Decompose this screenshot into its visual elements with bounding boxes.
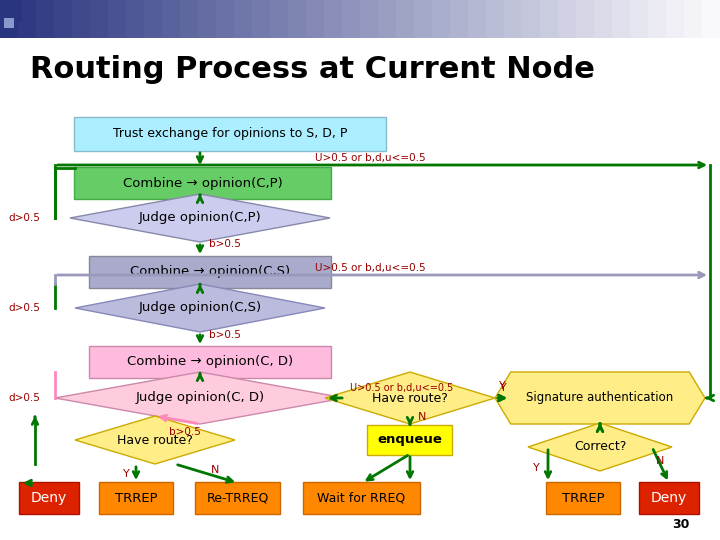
Bar [36, 0, 54, 38]
Polygon shape [325, 372, 495, 424]
Text: N: N [418, 412, 426, 422]
Text: Combine → opinion(C, D): Combine → opinion(C, D) [127, 355, 293, 368]
FancyBboxPatch shape [546, 482, 620, 514]
Bar [252, 0, 270, 38]
FancyBboxPatch shape [74, 167, 331, 199]
FancyBboxPatch shape [89, 256, 331, 288]
Text: Y: Y [500, 383, 506, 393]
FancyBboxPatch shape [74, 117, 386, 151]
Text: TRREP: TRREP [114, 491, 157, 504]
Bar [72, 0, 90, 38]
Text: U>0.5 or b,d,u<=0.5: U>0.5 or b,d,u<=0.5 [315, 153, 426, 163]
Bar [4, 18, 14, 28]
Bar [558, 0, 576, 38]
Bar [216, 0, 234, 38]
Text: Re-TRREQ: Re-TRREQ [207, 491, 269, 504]
Bar [324, 0, 342, 38]
Text: d>0.5: d>0.5 [8, 393, 40, 403]
Polygon shape [528, 423, 672, 471]
Text: Deny: Deny [31, 491, 67, 505]
Text: Combine → opinion(C,S): Combine → opinion(C,S) [130, 266, 290, 279]
Bar [684, 0, 702, 38]
Polygon shape [75, 416, 235, 464]
Text: N: N [211, 465, 219, 475]
Bar [396, 0, 414, 38]
Bar [594, 0, 612, 38]
Bar [648, 0, 666, 38]
Text: Judge opinion(C, D): Judge opinion(C, D) [135, 392, 264, 404]
Text: Judge opinion(C,S): Judge opinion(C,S) [138, 301, 261, 314]
Bar [612, 0, 630, 38]
Bar [540, 0, 558, 38]
Bar [90, 0, 108, 38]
Bar [702, 0, 720, 38]
Text: enqueue: enqueue [377, 434, 442, 447]
FancyBboxPatch shape [367, 425, 452, 455]
Bar [144, 0, 162, 38]
Text: TRREP: TRREP [562, 491, 604, 504]
Bar [630, 0, 648, 38]
Text: N: N [656, 456, 664, 466]
Bar [432, 0, 450, 38]
Text: U>0.5 or b,d,u<=0.5: U>0.5 or b,d,u<=0.5 [315, 263, 426, 273]
Text: Y: Y [499, 381, 505, 391]
Bar [18, 0, 36, 38]
Bar [270, 0, 288, 38]
Bar [666, 0, 684, 38]
Bar [108, 0, 126, 38]
FancyBboxPatch shape [303, 482, 420, 514]
Bar [576, 0, 594, 38]
Bar [450, 0, 468, 38]
FancyBboxPatch shape [639, 482, 699, 514]
Polygon shape [70, 194, 330, 242]
Text: d>0.5: d>0.5 [8, 303, 40, 313]
Text: Deny: Deny [651, 491, 687, 505]
Bar [522, 0, 540, 38]
FancyBboxPatch shape [99, 482, 173, 514]
Bar [0, 0, 22, 22]
Text: Combine → opinion(C,P): Combine → opinion(C,P) [122, 177, 282, 190]
Text: Have route?: Have route? [372, 392, 448, 404]
Bar [288, 0, 306, 38]
Bar [126, 0, 144, 38]
Bar [414, 0, 432, 38]
Text: b>0.5: b>0.5 [169, 427, 201, 437]
Bar [378, 0, 396, 38]
Text: b>0.5: b>0.5 [209, 330, 241, 340]
Text: Y: Y [533, 463, 539, 473]
Text: Wait for RREQ: Wait for RREQ [318, 491, 405, 504]
Text: d>0.5: d>0.5 [8, 213, 40, 223]
Text: U>0.5 or b,d,u<=0.5: U>0.5 or b,d,u<=0.5 [350, 383, 454, 393]
Text: Have route?: Have route? [117, 434, 193, 447]
Text: Trust exchange for opinions to S, D, P: Trust exchange for opinions to S, D, P [113, 127, 347, 140]
Text: Routing Process at Current Node: Routing Process at Current Node [30, 56, 595, 84]
Bar [360, 0, 378, 38]
Bar [342, 0, 360, 38]
Bar [486, 0, 504, 38]
Bar [162, 0, 180, 38]
Bar [54, 0, 72, 38]
Bar [306, 0, 324, 38]
Bar [198, 0, 216, 38]
Bar [180, 0, 198, 38]
Polygon shape [495, 372, 705, 424]
Text: Judge opinion(C,P): Judge opinion(C,P) [139, 212, 261, 225]
FancyBboxPatch shape [19, 482, 79, 514]
Polygon shape [75, 284, 325, 332]
Bar [234, 0, 252, 38]
Text: b>0.5: b>0.5 [209, 239, 241, 249]
Text: Correct?: Correct? [574, 441, 626, 454]
Text: Y: Y [122, 469, 130, 479]
Bar [504, 0, 522, 38]
Text: Signature authentication: Signature authentication [526, 392, 674, 404]
Text: 30: 30 [672, 518, 690, 531]
FancyBboxPatch shape [195, 482, 280, 514]
Bar [0, 26, 12, 38]
Polygon shape [55, 372, 345, 424]
Bar [468, 0, 486, 38]
Bar [0, 0, 18, 38]
FancyBboxPatch shape [89, 346, 331, 378]
